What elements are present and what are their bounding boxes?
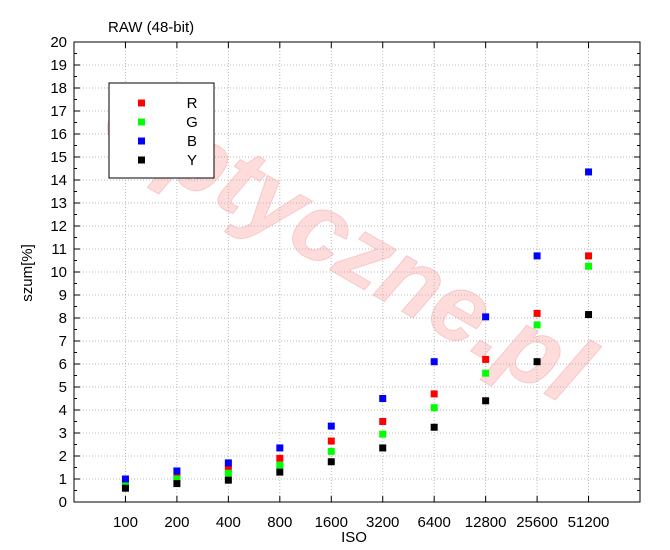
point-y	[379, 444, 387, 452]
y-tick-label: 11	[51, 241, 67, 258]
point-b	[173, 467, 181, 475]
y-tick-label: 19	[50, 57, 67, 74]
point-y	[533, 358, 541, 366]
y-tick-label: 17	[50, 103, 67, 120]
point-r	[482, 355, 490, 363]
x-tick-label: 400	[216, 514, 241, 531]
point-b	[276, 444, 284, 452]
point-r	[533, 309, 541, 317]
y-tick-label: 9	[59, 287, 67, 304]
x-tick-label: 12800	[465, 514, 507, 531]
legend-label-r: R	[187, 95, 198, 112]
x-tick-label: 6400	[417, 514, 450, 531]
point-g	[379, 430, 387, 438]
x-tick-label: 100	[113, 514, 138, 531]
y-tick-label: 15	[50, 149, 67, 166]
point-y	[327, 458, 335, 466]
y-tick-label: 2	[59, 448, 67, 465]
point-g	[224, 469, 232, 477]
x-tick-label: 200	[164, 514, 189, 531]
point-g	[173, 475, 181, 483]
point-g	[585, 262, 593, 270]
y-axis-title: szum[%]	[19, 244, 36, 302]
grid	[74, 42, 640, 502]
point-b	[327, 422, 335, 430]
axes	[73, 41, 641, 503]
point-b	[585, 168, 593, 176]
point-y	[121, 484, 129, 492]
chart-title: RAW (48-bit)	[108, 19, 194, 36]
x-tick-label: 800	[267, 514, 292, 531]
point-r	[585, 252, 593, 260]
y-tick-label: 10	[50, 264, 67, 281]
point-b	[430, 358, 438, 366]
y-tick-label: 14	[50, 172, 67, 189]
y-tick-label: 18	[50, 80, 67, 97]
point-y	[173, 480, 181, 488]
point-y	[585, 311, 593, 319]
point-r	[224, 465, 232, 473]
y-tick-label: 7	[59, 333, 67, 350]
point-r	[379, 418, 387, 425]
point-b	[224, 459, 232, 467]
point-b	[379, 395, 387, 402]
y-tick-label: 12	[50, 218, 67, 235]
y-tick-label: 8	[59, 310, 67, 327]
x-tick-label: 3200	[366, 514, 399, 531]
point-g	[276, 461, 284, 469]
legend-marker-b	[138, 137, 145, 145]
point-y	[482, 397, 490, 405]
y-tick-label: 6	[59, 356, 67, 373]
point-y	[224, 476, 232, 484]
point-b	[533, 252, 541, 260]
point-y	[276, 468, 284, 476]
point-g	[482, 369, 490, 377]
point-b	[121, 475, 129, 483]
x-axis-title: ISO	[341, 529, 367, 546]
point-r	[327, 437, 335, 445]
point-g	[533, 321, 541, 329]
y-tick-label: 13	[50, 195, 67, 212]
x-tick-label: 1600	[315, 514, 348, 531]
legend-label-g: G	[186, 114, 198, 131]
legend-marker-y	[138, 156, 145, 164]
legend-label-b: B	[187, 133, 197, 150]
series-b	[121, 168, 593, 483]
y-tick-label: 3	[59, 425, 67, 442]
point-r	[430, 390, 438, 398]
legend-marker-r	[138, 99, 145, 107]
legend-marker-g	[138, 118, 145, 126]
series-y	[121, 311, 593, 492]
point-g	[430, 404, 438, 412]
y-tick-label: 4	[59, 402, 67, 419]
y-tick-label: 1	[59, 471, 67, 488]
legend-box	[108, 82, 215, 179]
data-points	[121, 168, 593, 492]
point-y	[430, 423, 438, 431]
point-g	[327, 447, 335, 455]
y-tick-label: 5	[59, 379, 67, 396]
x-tick-label: 51200	[568, 514, 610, 531]
point-r	[276, 454, 284, 462]
legend-label-y: Y	[187, 152, 197, 169]
y-tick-label: 0	[59, 494, 67, 511]
point-b	[482, 313, 490, 321]
y-tick-label: 20	[50, 34, 67, 51]
x-tick-label: 25600	[516, 514, 558, 531]
y-tick-label: 16	[50, 126, 67, 143]
